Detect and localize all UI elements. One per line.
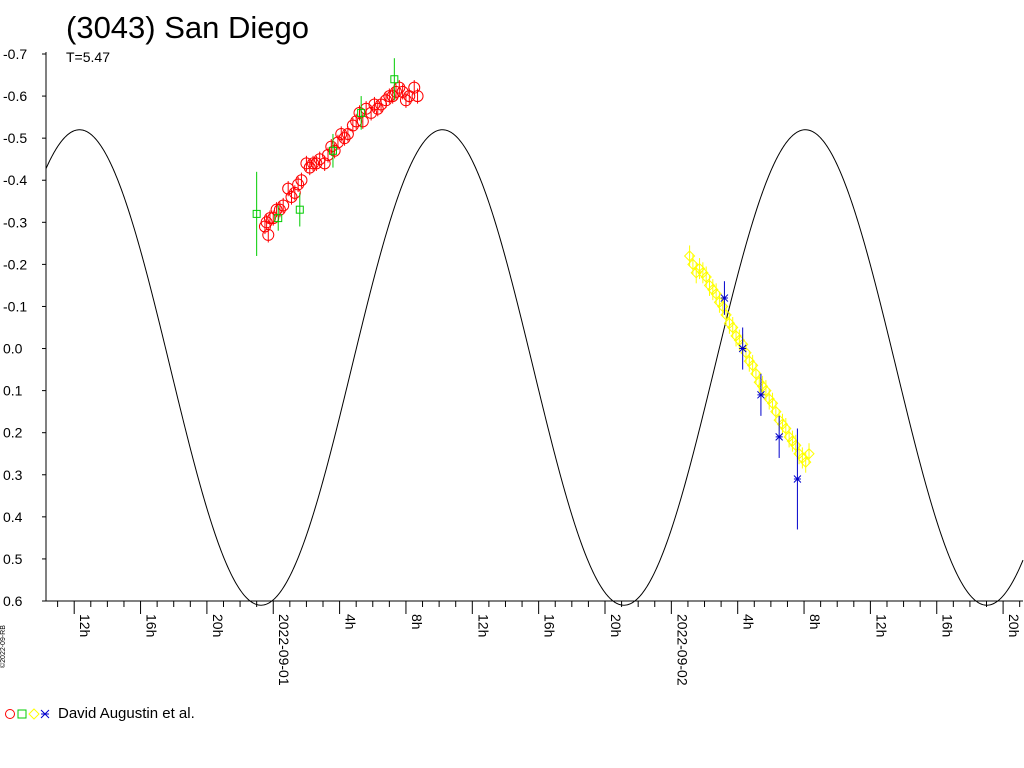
observation-circle-marker — [303, 161, 316, 174]
observation-circle-marker — [260, 216, 273, 229]
x-tick-label: 4h — [741, 614, 757, 630]
x-tick-label: 12h — [475, 614, 491, 637]
observation-circle-marker — [310, 157, 323, 170]
observation-circle-marker — [295, 174, 308, 187]
x-tick-label: 20h — [1006, 614, 1022, 637]
observation-circle-marker — [356, 115, 369, 128]
observation-circle-marker — [273, 203, 286, 216]
copyright-note: ©2022-09-RB — [0, 625, 7, 668]
observation-circle-marker — [307, 157, 320, 170]
observation-circle-marker — [300, 157, 313, 170]
observation-circle-marker — [282, 182, 295, 195]
legend-square-marker — [17, 709, 27, 719]
x-tick-label: 4h — [343, 614, 359, 630]
observation-square-marker — [328, 146, 337, 155]
y-tick-label: -0.5 — [3, 130, 27, 146]
legend-star-marker — [40, 709, 50, 719]
observation-circle-marker — [292, 178, 305, 191]
legend: David Augustin et al. — [4, 703, 195, 723]
observation-circle-marker — [365, 106, 378, 119]
observation-circle-marker — [321, 148, 334, 161]
x-tick-label: 20h — [608, 614, 624, 637]
chart-title: (3043) San Diego — [66, 10, 309, 45]
x-tick-label: 16h — [940, 614, 956, 637]
x-tick-label: 2022-09-01 — [276, 614, 292, 686]
y-tick-label: 0.1 — [3, 383, 23, 399]
x-tick-label: 8h — [409, 614, 425, 630]
observation-circle-marker — [368, 98, 381, 111]
y-tick-label: 0.6 — [3, 593, 23, 609]
observation-circle-marker — [288, 186, 301, 199]
y-tick-label: -0.4 — [3, 172, 27, 188]
x-tick-label: 2022-09-02 — [674, 614, 690, 686]
y-tick-label: 0.5 — [3, 551, 23, 567]
observation-star-marker — [738, 344, 747, 353]
y-tick-label: 0.0 — [3, 341, 23, 357]
y-tick-label: -0.6 — [3, 88, 27, 104]
observation-circle-marker — [346, 119, 359, 132]
observation-diamond-marker — [803, 448, 815, 460]
y-tick-label: -0.2 — [3, 256, 27, 272]
x-tick-label: 8h — [807, 614, 823, 630]
observation-circle-marker — [380, 94, 393, 107]
observation-star-marker — [720, 294, 729, 302]
observation-circle-marker — [263, 212, 276, 225]
legend-circle-marker — [5, 709, 15, 719]
observation-circle-marker — [399, 94, 412, 107]
observation-square-marker — [252, 209, 261, 218]
y-tick-label: 0.2 — [3, 425, 23, 441]
y-tick-label: -0.7 — [3, 46, 27, 62]
x-tick-label: 12h — [77, 614, 93, 637]
observation-circle-marker — [389, 85, 402, 98]
observation-circle-marker — [270, 203, 283, 216]
observation-square-marker — [357, 108, 366, 117]
observation-circle-marker — [383, 90, 396, 103]
model-curve — [45, 129, 1024, 606]
legend-label: David Augustin et al. — [58, 704, 195, 722]
x-tick-label: 12h — [873, 614, 889, 637]
observation-circle-marker — [325, 140, 338, 153]
observation-circle-marker — [335, 127, 348, 140]
observation-circle-marker — [408, 81, 421, 94]
observation-square-marker — [274, 214, 283, 223]
observation-circle-marker — [331, 136, 344, 149]
observation-circle-marker — [396, 85, 409, 98]
observation-circle-marker — [267, 212, 280, 225]
observation-star-marker — [793, 475, 802, 483]
y-tick-label: -0.1 — [3, 298, 27, 314]
observation-circle-marker — [277, 199, 290, 212]
observation-square-marker — [295, 205, 304, 214]
observation-circle-marker — [371, 102, 384, 115]
observation-circle-marker — [338, 132, 351, 145]
x-tick-label: 20h — [210, 614, 226, 637]
x-tick-label: 16h — [144, 614, 160, 637]
y-tick-label: 0.4 — [3, 509, 23, 525]
legend-diamond-marker — [28, 708, 40, 720]
observation-circle-marker — [411, 90, 424, 103]
observation-star-marker — [757, 390, 765, 399]
legend-markers — [5, 708, 50, 720]
observation-circle-marker — [318, 157, 331, 170]
x-tick-label: 16h — [542, 614, 558, 637]
y-tick-label: -0.3 — [3, 214, 27, 230]
observation-circle-marker — [262, 228, 275, 241]
y-tick-label: 0.3 — [3, 467, 23, 483]
observation-circle-marker — [393, 81, 406, 94]
observation-square-marker — [390, 75, 399, 84]
observation-star-marker — [775, 433, 784, 441]
observation-circle-marker — [350, 115, 363, 128]
observation-circle-marker — [386, 90, 399, 103]
observation-circle-marker — [285, 191, 298, 204]
period-label: T=5.47 — [66, 49, 110, 65]
